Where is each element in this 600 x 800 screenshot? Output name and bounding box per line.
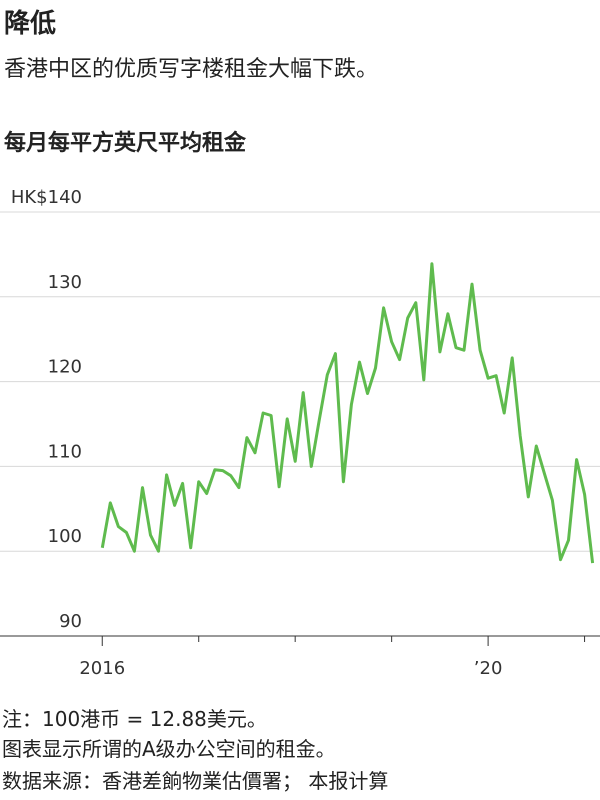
note: 图表显示所谓的A级办公空间的租金。 [2, 737, 336, 761]
note: 数据来源：香港差餉物業估價署； 本报计算 [2, 769, 388, 793]
title: 降低 [4, 9, 56, 39]
note: 注：100港币 = 12.88美元。 [2, 707, 267, 731]
y-tick-label: 120 [48, 357, 82, 378]
chart-title: 每月每平方英尺平均租金 [4, 130, 247, 156]
y-tick-label: HK$140 [11, 187, 82, 208]
line [100, 262, 595, 564]
y-tick-label: 110 [48, 441, 82, 462]
subtitle: 香港中区的优质写字楼租金大幅下跌。 [4, 57, 378, 82]
y-tick-label: 90 [59, 611, 82, 632]
x-tick-label: 2016 [79, 658, 125, 679]
y-tick-label: 100 [48, 526, 82, 547]
x-tick-label: ’20 [474, 658, 503, 679]
y-tick-label: 130 [48, 272, 82, 293]
